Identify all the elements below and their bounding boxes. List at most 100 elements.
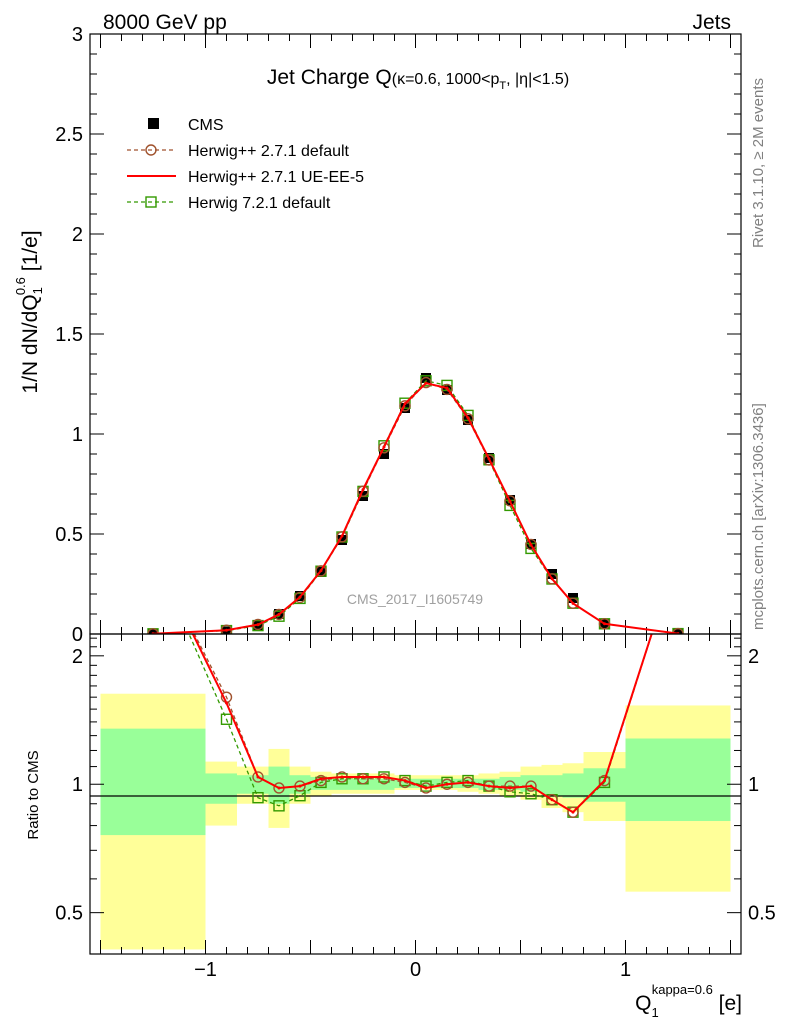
ratio-point-herwig-7-2-1-default <box>148 547 158 557</box>
plot-title-sub-sub: T <box>499 80 506 92</box>
main-point-herwig-2-7-1-default <box>546 573 558 585</box>
main-point-herwig-2-7-1-ue-ee-5 <box>256 623 260 627</box>
rivet-label: Rivet 3.1.10, ≥ 2M events <box>750 78 767 248</box>
ratio-point-herwig-2-7-1-ue-ee-5 <box>445 782 449 786</box>
main-point-cms <box>379 449 389 459</box>
legend-label-cms: CMS <box>188 117 224 134</box>
ratio-point-herwig-2-7-1-ue-ee-5 <box>277 786 281 790</box>
main-point-herwig-2-7-1-default <box>273 608 285 621</box>
ratio-y-tick-label: 1 <box>72 774 83 796</box>
main-point-herwig-2-7-1-ue-ee-5 <box>529 543 533 547</box>
ratio-point-herwig-7-2-1-default <box>273 800 285 812</box>
ratio-point-herwig-2-7-1-default <box>598 774 611 787</box>
main-ylabel-post: [1/e] <box>19 230 42 277</box>
plot-title-sub-post: , |η|<1.5) <box>506 71 569 88</box>
xlabel-post: [e] <box>713 992 742 1015</box>
ratio-series-layer <box>148 547 683 818</box>
main-y-tick-label: 2 <box>72 224 83 246</box>
ratio-y-tick-label-right: 2 <box>748 646 759 668</box>
xlabel-sup: kappa=0.6 <box>652 982 713 997</box>
ratio-point-herwig-2-7-1-default <box>148 547 158 557</box>
legend-label-herwig7: Herwig 7.2.1 default <box>188 195 331 212</box>
legend-entry-herwig7: Herwig 7.2.1 default <box>127 195 331 212</box>
legend-entry-herwig-ueee5: Herwig++ 2.7.1 UE-EE-5 <box>127 169 364 186</box>
legend-marker-cms <box>148 118 159 129</box>
main-y-tick-label: 0 <box>72 624 83 646</box>
legend: CMS Herwig++ 2.7.1 default Herwig++ 2.7.… <box>127 117 364 212</box>
main-y-axis-label: 1/N dN/dQ10.6 [1/e] <box>13 230 45 393</box>
ratio-point-herwig-2-7-1-ue-ee-5 <box>340 775 344 779</box>
legend-label-herwig-ueee5: Herwig++ 2.7.1 UE-EE-5 <box>188 169 364 186</box>
ratio-panel: 0.5 0.5 1 1 2 2 −1 0 1 Ratio to CMS Q1 kappa=0.6 … <box>25 547 776 1020</box>
x-tick-label: 0 <box>410 959 421 981</box>
ratio-point-herwig-2-7-1-default <box>567 806 579 818</box>
main-point-herwig-2-7-1-default <box>525 538 537 551</box>
main-tick-labels: 0 0.5 1 1.5 2 2.5 3 <box>55 24 83 646</box>
x-tick-label: −1 <box>194 959 217 981</box>
main-y-tick-label: 2.5 <box>55 124 83 146</box>
mcplots-label: mcplots.cern.ch [arXiv:1306.3436] <box>750 403 767 630</box>
main-point-cms <box>337 535 347 545</box>
ratio-band-inner <box>205 773 237 804</box>
main-point-herwig-2-7-1-ue-ee-5 <box>225 628 228 632</box>
ratio-y-tick-label: 0.5 <box>55 903 83 925</box>
main-line-herwig-2-7-1-ue-ee-5 <box>152 382 679 634</box>
main-series-layer <box>147 373 684 634</box>
xlabel-sub: 1 <box>651 1005 658 1020</box>
ratio-point-herwig-2-7-1-ue-ee-5 <box>319 777 323 781</box>
legend-entry-cms: CMS <box>148 117 224 134</box>
ratio-y-tick-label: 2 <box>72 646 83 668</box>
main-ylabel-sup: 0.6 <box>13 277 28 295</box>
main-point-cms <box>148 628 158 634</box>
ratio-point-herwig-2-7-1-ue-ee-5 <box>424 786 428 790</box>
ratio-point-herwig-7-2-1-default <box>252 791 264 804</box>
ratio-point-herwig-2-7-1-ue-ee-5 <box>466 780 470 784</box>
main-point-herwig-2-7-1-default <box>378 442 390 454</box>
ratio-band-inner <box>268 766 290 804</box>
main-point-herwig-2-7-1-default <box>315 565 327 577</box>
ratio-y-tick-label-right: 0.5 <box>748 903 776 925</box>
main-point-herwig-2-7-1-default <box>399 400 411 412</box>
ratio-line-herwig-2-7-1-ue-ee-5 <box>191 634 653 814</box>
ratio-point-herwig-2-7-1-ue-ee-5 <box>256 775 260 779</box>
main-panel: 00.511.522.53 1/N dN/dQ10.6 [1/e] Jet Ch… <box>13 24 742 646</box>
ratio-point-herwig-2-7-1-ue-ee-5 <box>361 775 365 779</box>
xlabel-base: Q <box>635 992 651 1015</box>
legend-marker-herwig-default <box>145 144 157 156</box>
main-point-herwig-2-7-1-ue-ee-5 <box>298 595 302 599</box>
legend-label-herwig-default: Herwig++ 2.7.1 default <box>188 143 350 160</box>
main-point-herwig-2-7-1-ue-ee-5 <box>508 499 512 503</box>
ratio-point-herwig-2-7-1-default <box>504 780 516 792</box>
ratio-band-inner <box>625 738 731 822</box>
ratio-point-herwig-2-7-1-default <box>357 773 369 785</box>
main-point-herwig-2-7-1-ue-ee-5 <box>403 402 407 406</box>
main-point-herwig-2-7-1-ue-ee-5 <box>424 381 428 385</box>
main-point-herwig-2-7-1-ue-ee-5 <box>319 569 323 573</box>
plot-title-main: Jet Charge Q <box>267 66 392 89</box>
ratio-band-inner <box>289 775 311 794</box>
ratio-band-inner <box>562 773 584 798</box>
legend-entry-herwig-default: Herwig++ 2.7.1 default <box>127 143 350 160</box>
main-point-herwig-2-7-1-ue-ee-5 <box>550 577 554 581</box>
plot-title: Jet Charge Q(κ=0.6, 1000<pT, |η|<1.5) <box>267 66 569 92</box>
main-point-herwig-2-7-1-default <box>483 454 495 466</box>
ratio-point-herwig-2-7-1-ue-ee-5 <box>382 775 386 779</box>
ratio-point-herwig-7-2-1-default <box>673 547 683 557</box>
ratio-band-inner <box>541 775 563 796</box>
main-ylabel-sub: 1 <box>30 287 45 294</box>
ratio-point-herwig-7-2-1-default <box>525 788 537 800</box>
ratio-y-axis-label: Ratio to CMS <box>25 750 42 839</box>
main-point-herwig-2-7-1-default <box>294 591 306 604</box>
main-point-herwig-7-2-1-default <box>462 409 474 422</box>
main-point-herwig-2-7-1-default <box>336 531 348 543</box>
ratio-band-inner <box>394 778 416 788</box>
ratio-axis-ticks <box>90 634 741 955</box>
ratio-uncertainty-bands <box>100 693 731 950</box>
ratio-point-herwig-2-7-1-default <box>546 793 558 806</box>
ratio-point-herwig-2-7-1-ue-ee-5 <box>225 701 228 705</box>
main-y-tick-label: 1 <box>72 424 83 446</box>
main-point-herwig-2-7-1-ue-ee-5 <box>571 601 575 605</box>
main-point-herwig-2-7-1-default <box>567 597 579 609</box>
analysis-watermark: CMS_2017_I1605749 <box>347 591 483 607</box>
